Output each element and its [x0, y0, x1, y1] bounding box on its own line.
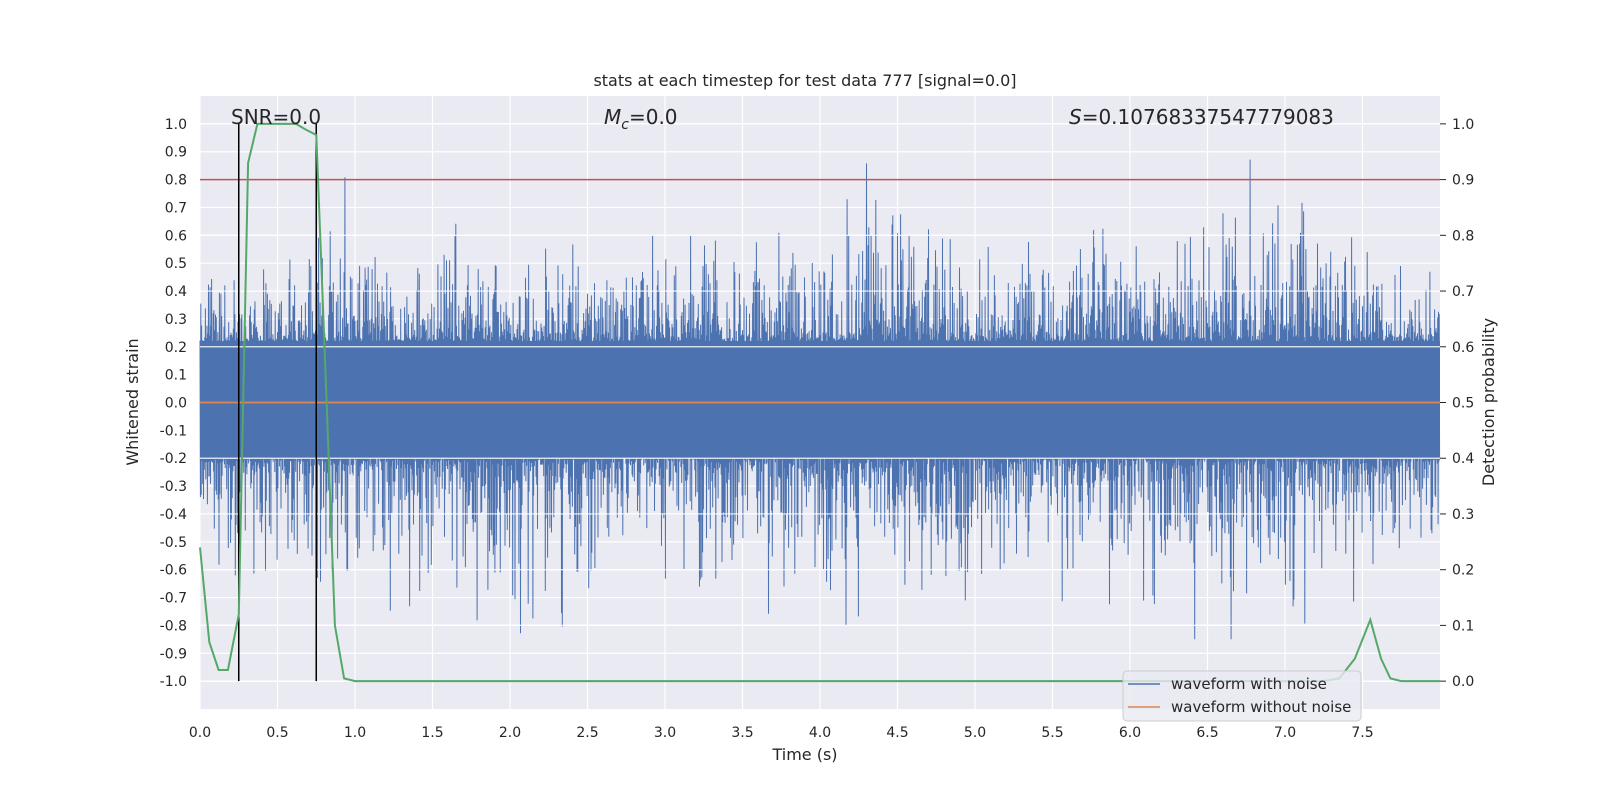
- x-tick-label: 4.5: [886, 725, 908, 741]
- y2-tick-label: 0.2: [1452, 563, 1474, 579]
- y-tick-label: -0.5: [160, 535, 187, 551]
- y-tick-label: 0.0: [165, 396, 187, 412]
- legend-label-without-noise: waveform without noise: [1171, 698, 1351, 716]
- x-axis-label: Time (s): [771, 745, 837, 764]
- legend-label-with-noise: waveform with noise: [1171, 675, 1327, 693]
- y-tick-label: 0.9: [165, 145, 187, 161]
- x-tick-label: 2.5: [576, 725, 598, 741]
- detection-probability-series: [199, 122, 1440, 683]
- y-tick-label: 0.7: [165, 200, 187, 216]
- x-tick-label: 6.0: [1119, 725, 1141, 741]
- x-tick-label: 6.5: [1196, 725, 1218, 741]
- y-tick-label: -0.1: [160, 423, 187, 439]
- y-tick-label: 0.8: [165, 173, 187, 189]
- legend-box: [1122, 670, 1362, 722]
- y-tick-label: -0.3: [160, 479, 187, 495]
- y-axis-label: Whitened strain: [123, 338, 142, 465]
- x-tick-label: 3.5: [731, 725, 753, 741]
- x-tick-label: 3.0: [654, 725, 676, 741]
- x-tick-label: 5.5: [1041, 725, 1063, 741]
- x-tick-label: 0.5: [266, 725, 288, 741]
- x-tick-label: 1.5: [421, 725, 443, 741]
- y-tick-label: -0.6: [160, 563, 187, 579]
- y2-tick-label: 0.9: [1452, 173, 1474, 189]
- y-tick-label: -0.4: [160, 507, 187, 523]
- snr-annotation: SNR=0.0: [231, 105, 321, 129]
- y-tick-label: 1.0: [165, 117, 187, 133]
- y2-tick-label: 0.0: [1452, 674, 1474, 690]
- y2-axis-label: Detection probability: [1479, 318, 1498, 486]
- y-tick-label: -0.2: [160, 451, 187, 467]
- x-tick-label: 1.0: [344, 725, 366, 741]
- x-tick-label: 0.0: [189, 725, 211, 741]
- y2-tick-label: 1.0: [1452, 117, 1474, 133]
- detection-probability-line: [199, 122, 1440, 683]
- y2-tick-label: 0.7: [1452, 284, 1474, 300]
- x-tick-label: 7.5: [1351, 725, 1373, 741]
- y-tick-label: -0.7: [160, 591, 187, 607]
- legend: waveform with noise waveform without noi…: [1122, 670, 1362, 722]
- x-tick-label: 5.0: [964, 725, 986, 741]
- noise-trace: [199, 159, 1441, 640]
- x-tick-label: 7.0: [1274, 725, 1296, 741]
- mc-annotation: Mc=0.0: [604, 105, 678, 133]
- y2-tick-label: 0.6: [1452, 340, 1474, 356]
- y-tick-label: 0.6: [165, 228, 187, 244]
- x-tick-label: 2.0: [499, 725, 521, 741]
- y-tick-label: 0.1: [165, 368, 187, 384]
- y-tick-label: -0.9: [160, 646, 187, 662]
- s-annotation: S=0.10768337547779083: [1069, 105, 1334, 129]
- y2-tick-labels: 1.0 0.9 0.8 0.7 0.6 0.5 0.4 0.3 0.2 0.1 0.0: [1440, 117, 1474, 690]
- y-tick-labels: 1.0 0.9 0.8 0.7 0.6 0.5 0.4 0.3 0.2 0.1 0.0 -0.1 -0.…: [160, 117, 187, 690]
- y-tick-label: 0.4: [165, 284, 187, 300]
- x-tick-labels: 0.0 0.5 1.0 1.5 2.0 2.5 3.0 3.5 4.0 4.5 5.0 5.5 6.0 6…: [189, 725, 1374, 741]
- y-tick-label: 0.2: [165, 340, 187, 356]
- y-tick-label: 0.5: [165, 256, 187, 272]
- y2-tick-label: 0.3: [1452, 507, 1474, 523]
- y2-tick-label: 0.8: [1452, 228, 1474, 244]
- y2-tick-label: 0.5: [1452, 396, 1474, 412]
- y-tick-label: -1.0: [160, 674, 187, 690]
- y2-tick-label: 0.1: [1452, 618, 1474, 634]
- x-tick-label: 4.0: [809, 725, 831, 741]
- chart-title: stats at each timestep for test data 777…: [593, 71, 1016, 90]
- y-tick-label: -0.8: [160, 618, 187, 634]
- waveform-with-noise-series: [199, 123, 1441, 682]
- y2-tick-label: 0.4: [1452, 451, 1474, 467]
- y-tick-label: 0.3: [165, 312, 187, 328]
